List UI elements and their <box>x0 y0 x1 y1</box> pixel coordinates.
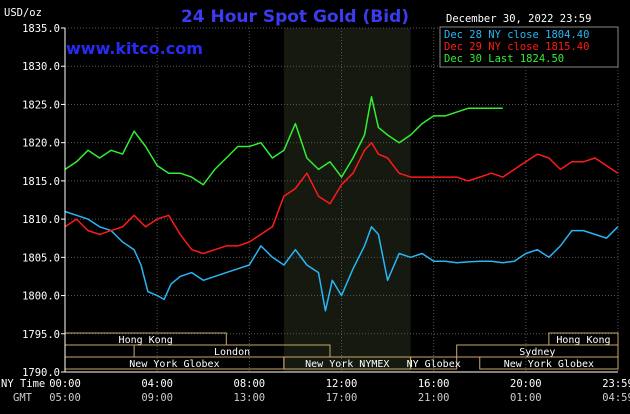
legend-box <box>439 26 619 68</box>
chart-date: December 30, 2022 23:59 <box>446 13 591 25</box>
y-tick-label: 1800.0 <box>22 291 60 303</box>
axes: 1835.0 1830.0 1825.0 1820.0 1815.0 1810.0 1805… <box>1 23 630 404</box>
x-axis-label-ny: NY Time <box>1 378 45 390</box>
session-band-label: Hong Kong <box>119 335 173 346</box>
x-tick-ny: 23:59 <box>602 378 630 390</box>
x-tick-ny: 16:00 <box>418 378 450 390</box>
x-tick-gmt: 13:00 <box>234 392 266 404</box>
x-tick-gmt: 09:00 <box>141 392 173 404</box>
y-unit-label: USD/oz <box>4 7 42 19</box>
y-tick-label: 1820.0 <box>22 138 60 150</box>
y-tick-label: 1835.0 <box>22 23 60 35</box>
y-tick-label: 1810.0 <box>22 214 60 226</box>
series-line-dec28 <box>64 210 619 312</box>
series-lines <box>64 96 619 312</box>
y-tick-label: 1815.0 <box>22 176 60 188</box>
legend: Dec 28 NY close 1804.40 Dec 29 NY close … <box>439 26 619 68</box>
session-band <box>479 356 619 370</box>
y-tick-label: 1790.0 <box>22 367 60 379</box>
legend-entry-dec30: Dec 30 Last 1824.50 <box>444 53 564 65</box>
session-band <box>410 356 458 370</box>
session-band-label: NY Globex <box>407 359 461 370</box>
x-tick-gmt: 05:00 <box>49 392 81 404</box>
legend-entry-dec29: Dec 29 NY close 1815.40 <box>444 41 589 53</box>
x-axis-label-gmt: GMT <box>13 392 33 404</box>
x-tick-ny: 00:00 <box>49 378 81 390</box>
y-tick-label: 1795.0 <box>22 329 60 341</box>
x-tick-gmt: 04:59 <box>602 392 630 404</box>
x-tick-gmt: 21:00 <box>418 392 450 404</box>
x-tick-gmt: 01:00 <box>510 392 542 404</box>
chart-title: 24 Hour Spot Gold (Bid) <box>181 7 409 27</box>
session-band-label: New York Globex <box>504 359 594 370</box>
x-tick-ny: 20:00 <box>510 378 542 390</box>
session-band-label: New York NYMEX <box>305 359 389 370</box>
y-tick-label: 1805.0 <box>22 252 60 264</box>
x-tick-gmt: 17:00 <box>326 392 358 404</box>
session-band-label: London <box>214 347 250 358</box>
x-tick-ny: 04:00 <box>141 378 173 390</box>
session-band-label: Hong Kong <box>556 335 610 346</box>
site-watermark: www.kitco.com <box>66 39 203 58</box>
series-line-dec30 <box>64 96 503 186</box>
legend-entry-dec28: Dec 28 NY close 1804.40 <box>444 29 589 41</box>
x-tick-ny: 12:00 <box>326 378 358 390</box>
session-band-label: New York Globex <box>129 359 219 370</box>
y-tick-label: 1830.0 <box>22 61 60 73</box>
series-line-dec29 <box>64 141 619 255</box>
nymex-session-shade <box>283 28 411 372</box>
plot-area <box>64 27 619 373</box>
session-band-label: Sydney <box>519 347 555 358</box>
x-tick-ny: 08:00 <box>234 378 266 390</box>
y-tick-label: 1825.0 <box>22 99 60 111</box>
